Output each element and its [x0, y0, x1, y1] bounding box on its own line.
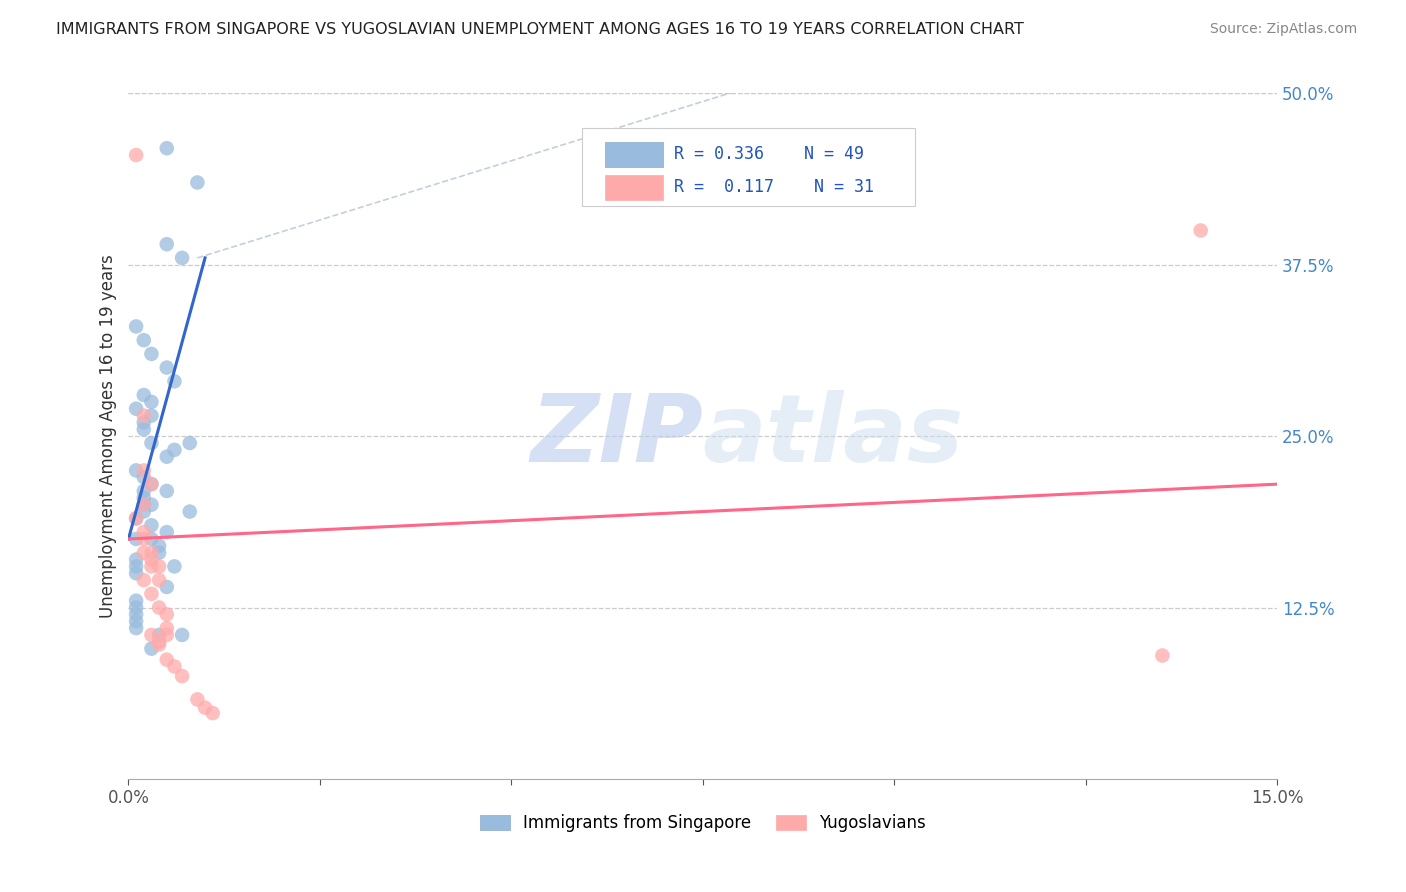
- Point: [125, 511, 148, 525]
- Point: [156, 360, 179, 375]
- Point: [125, 511, 148, 525]
- Point: [148, 546, 170, 560]
- Point: [132, 498, 155, 512]
- Point: [163, 442, 186, 457]
- Point: [125, 593, 148, 607]
- Point: [141, 628, 163, 642]
- Point: [148, 559, 170, 574]
- Point: [156, 450, 179, 464]
- Bar: [605, 142, 662, 167]
- Point: [148, 539, 170, 553]
- Point: [186, 692, 208, 706]
- Point: [132, 498, 155, 512]
- Point: [1189, 223, 1212, 237]
- Point: [141, 395, 163, 409]
- Point: [148, 628, 170, 642]
- Point: [132, 532, 155, 546]
- Point: [141, 436, 163, 450]
- Y-axis label: Unemployment Among Ages 16 to 19 years: Unemployment Among Ages 16 to 19 years: [100, 254, 117, 618]
- Point: [132, 546, 155, 560]
- Point: [141, 518, 163, 533]
- Point: [132, 491, 155, 505]
- Legend: Immigrants from Singapore, Yugoslavians: Immigrants from Singapore, Yugoslavians: [479, 814, 927, 832]
- Point: [141, 641, 163, 656]
- Point: [132, 416, 155, 430]
- Point: [125, 559, 148, 574]
- Point: [141, 498, 163, 512]
- Point: [125, 607, 148, 622]
- Point: [148, 638, 170, 652]
- Point: [125, 148, 148, 162]
- Point: [141, 347, 163, 361]
- Point: [156, 525, 179, 540]
- Text: ZIP: ZIP: [530, 390, 703, 483]
- Point: [179, 436, 201, 450]
- Point: [156, 580, 179, 594]
- Point: [132, 573, 155, 587]
- Point: [148, 573, 170, 587]
- Point: [125, 600, 148, 615]
- Point: [132, 422, 155, 436]
- Point: [201, 706, 224, 720]
- Point: [141, 552, 163, 566]
- Point: [132, 504, 155, 518]
- Point: [172, 628, 194, 642]
- Point: [125, 614, 148, 628]
- Point: [1152, 648, 1174, 663]
- Text: atlas: atlas: [703, 390, 965, 483]
- Point: [186, 176, 208, 190]
- Point: [125, 532, 148, 546]
- Point: [156, 237, 179, 252]
- Point: [132, 525, 155, 540]
- Point: [125, 319, 148, 334]
- Point: [125, 621, 148, 635]
- Point: [163, 659, 186, 673]
- Point: [141, 559, 163, 574]
- Point: [125, 401, 148, 416]
- Point: [194, 700, 217, 714]
- Point: [132, 409, 155, 423]
- Point: [132, 483, 155, 498]
- Point: [125, 552, 148, 566]
- Point: [172, 669, 194, 683]
- Bar: [605, 175, 662, 200]
- Point: [141, 546, 163, 560]
- Point: [179, 504, 201, 518]
- Point: [156, 628, 179, 642]
- Point: [156, 621, 179, 635]
- Point: [156, 141, 179, 155]
- Point: [141, 477, 163, 491]
- Text: IMMIGRANTS FROM SINGAPORE VS YUGOSLAVIAN UNEMPLOYMENT AMONG AGES 16 TO 19 YEARS : IMMIGRANTS FROM SINGAPORE VS YUGOSLAVIAN…: [56, 22, 1024, 37]
- Point: [132, 463, 155, 477]
- FancyBboxPatch shape: [582, 128, 915, 206]
- Point: [132, 470, 155, 484]
- Point: [156, 483, 179, 498]
- Text: Source: ZipAtlas.com: Source: ZipAtlas.com: [1209, 22, 1357, 37]
- Text: R =  0.117    N = 31: R = 0.117 N = 31: [673, 178, 875, 195]
- Point: [141, 587, 163, 601]
- Point: [141, 409, 163, 423]
- Point: [172, 251, 194, 265]
- Point: [141, 532, 163, 546]
- Point: [148, 635, 170, 649]
- Point: [156, 652, 179, 666]
- Point: [141, 477, 163, 491]
- Point: [125, 463, 148, 477]
- Point: [163, 559, 186, 574]
- Point: [125, 566, 148, 581]
- Point: [132, 333, 155, 347]
- Point: [156, 607, 179, 622]
- Point: [132, 388, 155, 402]
- Point: [148, 600, 170, 615]
- Point: [163, 374, 186, 388]
- Text: R = 0.336    N = 49: R = 0.336 N = 49: [673, 145, 865, 162]
